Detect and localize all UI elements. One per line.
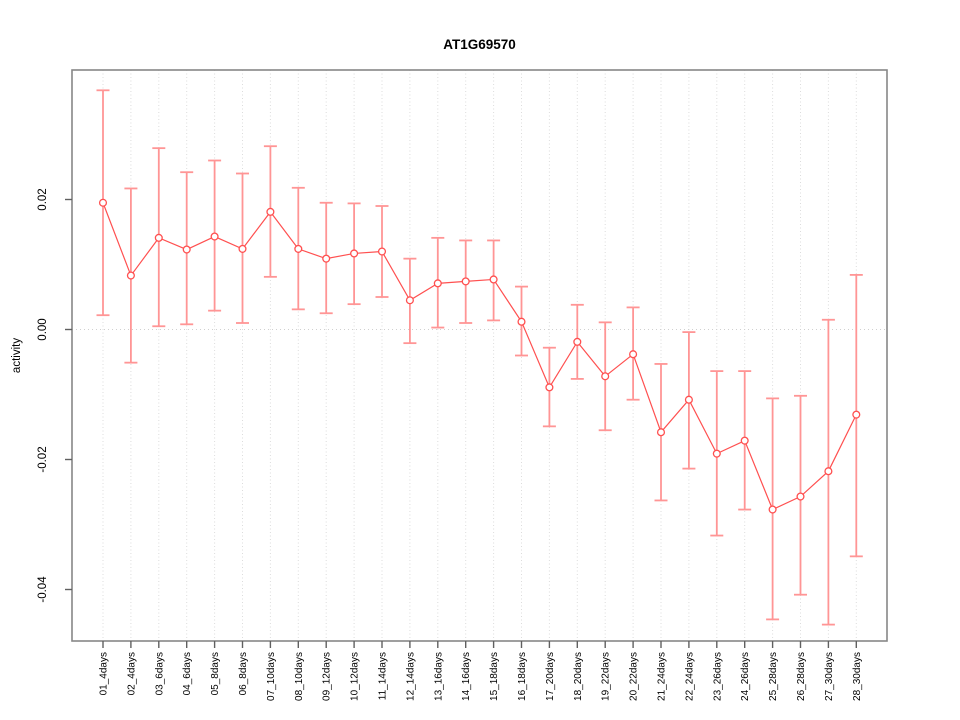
x-tick-label: 08_10days xyxy=(294,652,305,701)
x-tick-label: 28_30days xyxy=(852,652,863,701)
x-tick-label: 24_26days xyxy=(740,652,751,701)
data-point xyxy=(768,505,777,514)
series-line xyxy=(102,202,857,511)
data-point xyxy=(461,277,470,286)
data-point xyxy=(629,350,638,359)
x-tick-label: 15_18days xyxy=(489,652,500,701)
data-point xyxy=(294,244,303,253)
x-tick-label: 12_14days xyxy=(405,652,416,701)
data-point xyxy=(573,337,582,346)
data-point xyxy=(656,428,666,437)
x-tick-label: 09_12days xyxy=(322,652,333,701)
data-point xyxy=(210,232,219,241)
data-point xyxy=(182,245,191,254)
data-point xyxy=(489,275,498,284)
data-point xyxy=(601,372,610,381)
data-point xyxy=(824,467,833,476)
x-tick-label: 10_12days xyxy=(350,652,361,701)
data-point xyxy=(712,449,721,458)
chart-title: AT1G69570 xyxy=(443,37,516,52)
x-tick-label: 21_24days xyxy=(657,652,668,701)
data-point xyxy=(377,247,387,256)
data-point xyxy=(796,492,805,501)
data-point xyxy=(154,233,163,242)
y-tick-label: -0.02 xyxy=(37,446,49,472)
x-tick-label: 18_20days xyxy=(573,652,584,701)
y-tick-label: -0.04 xyxy=(37,576,49,603)
x-tick-label: 20_22days xyxy=(629,652,640,701)
x-tick-label: 04_6days xyxy=(182,652,193,695)
x-tick-label: 07_10days xyxy=(266,652,277,701)
data-point xyxy=(740,436,749,445)
x-tick-label: 13_16days xyxy=(433,652,444,701)
x-tick-label: 16_18days xyxy=(517,652,528,701)
x-tick-label: 11_14days xyxy=(378,652,389,700)
data-point xyxy=(852,410,861,419)
data-point xyxy=(266,207,275,216)
x-tick-label: 03_6days xyxy=(154,652,165,695)
x-tick-label: 05_8days xyxy=(210,652,221,695)
x-tick-label: 02_4days xyxy=(126,652,137,695)
x-tick-label: 06_8days xyxy=(238,652,249,695)
data-point xyxy=(545,383,554,392)
x-tick-label: 26_28days xyxy=(796,652,807,701)
x-tick-label: 01_4days xyxy=(99,652,110,695)
x-tick-label: 25_28days xyxy=(768,652,779,701)
x-tick-label: 27_30days xyxy=(824,652,835,701)
x-tick-label: 17_20days xyxy=(545,652,556,701)
data-point xyxy=(350,249,359,258)
data-point xyxy=(322,254,331,263)
x-tick-label: 19_22days xyxy=(601,652,612,701)
data-point xyxy=(517,317,526,326)
data-point xyxy=(126,271,135,280)
y-tick-label: 0.00 xyxy=(37,318,49,340)
x-tick-label: 23_26days xyxy=(712,652,723,701)
y-axis-label: activity xyxy=(11,338,23,373)
plot-border xyxy=(71,69,888,642)
data-point xyxy=(684,395,693,404)
x-tick-label: 22_24days xyxy=(684,652,695,701)
data-point xyxy=(405,296,414,305)
y-tick-label: 0.02 xyxy=(37,188,49,210)
x-tick-label: 14_16days xyxy=(461,652,472,701)
data-point xyxy=(433,279,442,288)
data-point xyxy=(98,198,108,207)
data-point xyxy=(238,244,247,253)
